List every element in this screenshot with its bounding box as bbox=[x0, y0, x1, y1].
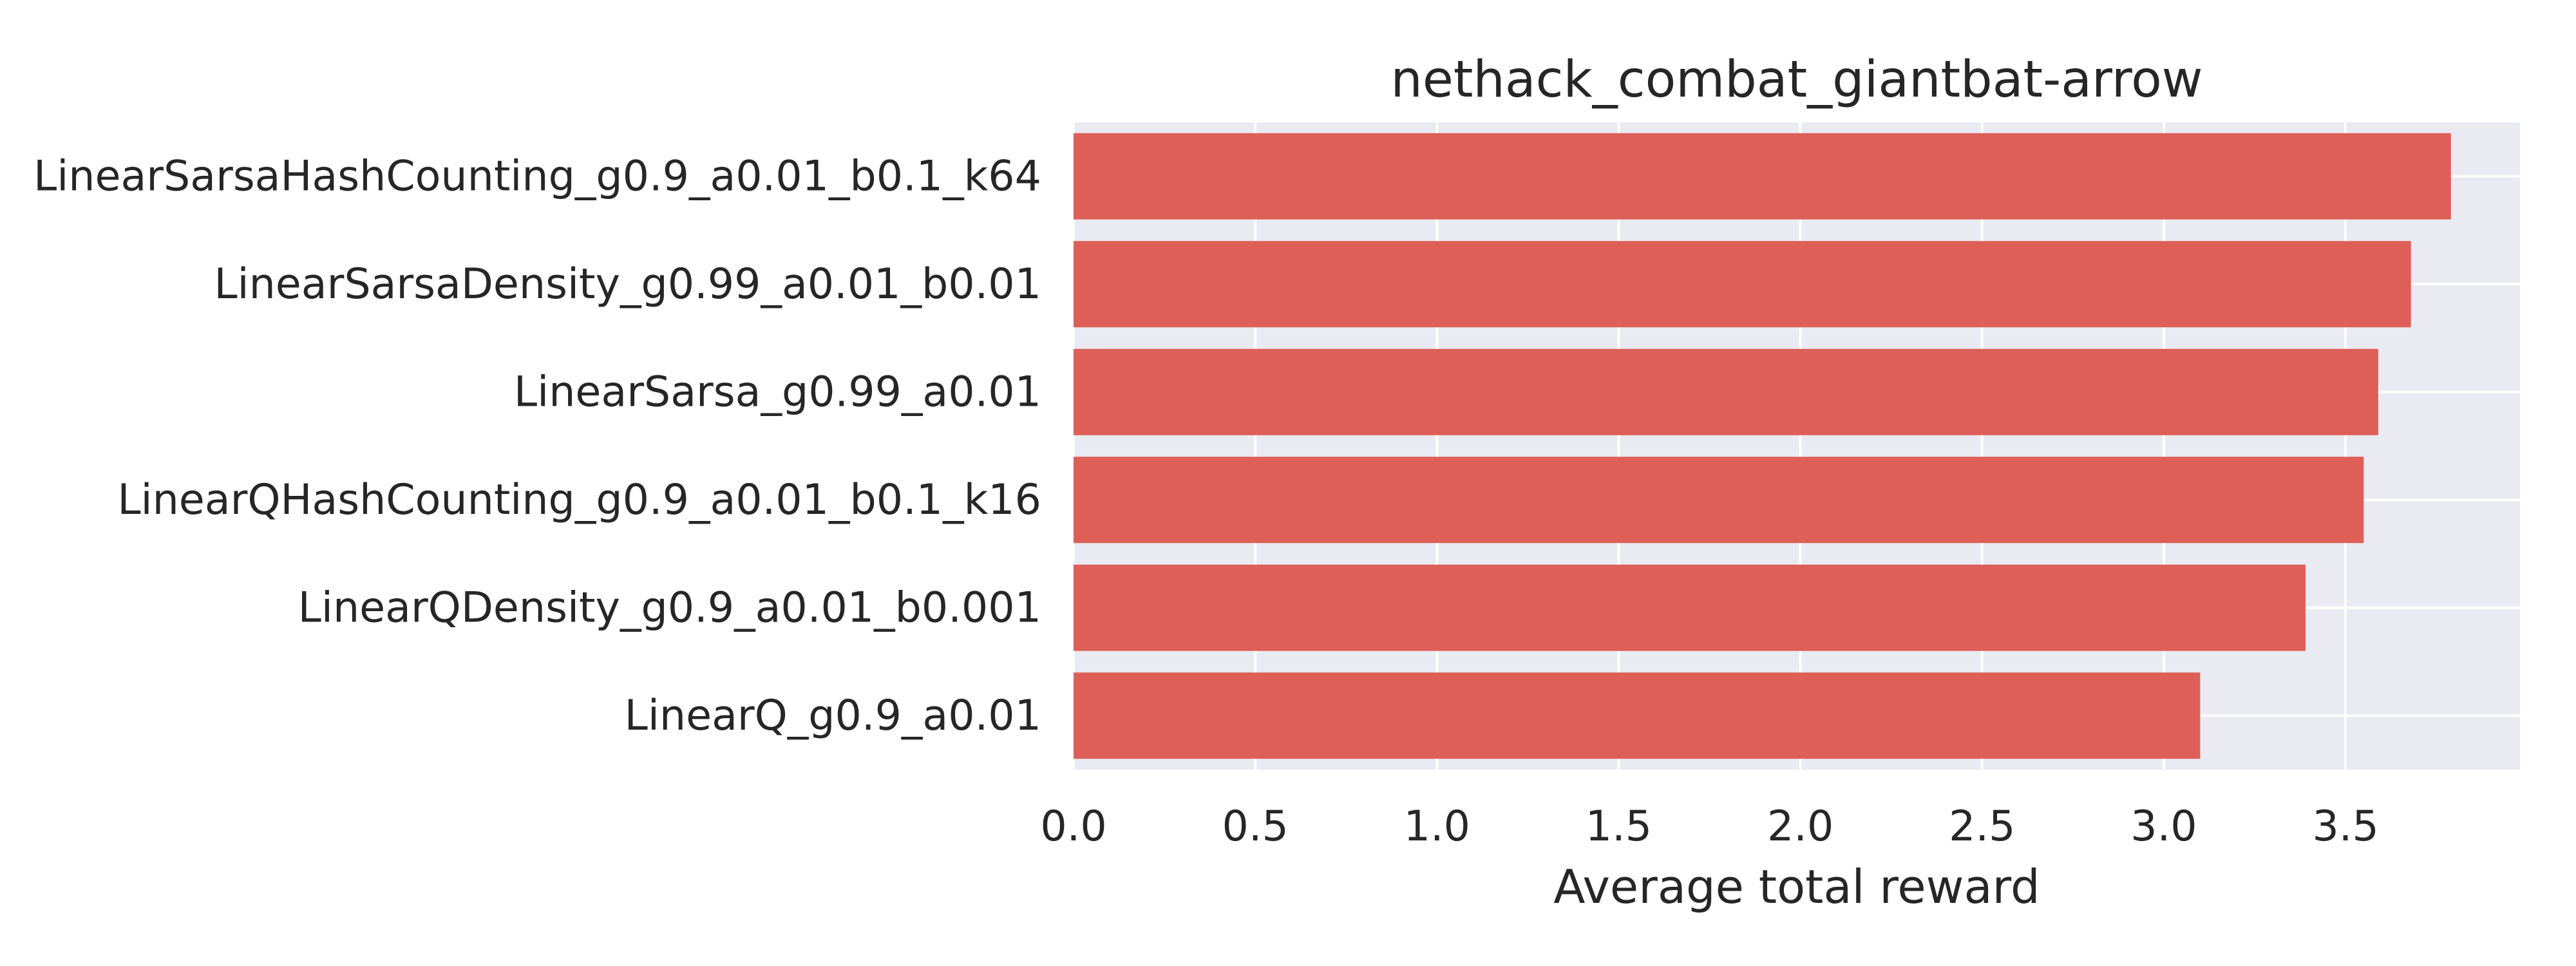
bar bbox=[1074, 564, 2306, 651]
x-tick-label: 1.5 bbox=[1586, 802, 1652, 851]
x-tick-label: 2.0 bbox=[1767, 802, 1833, 851]
bar bbox=[1074, 672, 2201, 759]
y-tick-label: LinearSarsaDensity_g0.99_a0.01_b0.01 bbox=[214, 260, 1041, 308]
y-tick-label: LinearQHashCounting_g0.9_a0.01_b0.1_k16 bbox=[117, 476, 1041, 524]
y-tick-label: LinearQDensity_g0.9_a0.01_b0.001 bbox=[298, 583, 1041, 632]
bars bbox=[1074, 133, 2451, 759]
x-axis-label: Average total reward bbox=[1553, 860, 2040, 914]
y-tick-label: LinearSarsa_g0.99_a0.01 bbox=[514, 368, 1041, 416]
x-tick-label: 0.5 bbox=[1222, 802, 1288, 851]
y-tick-label: LinearSarsaHashCounting_g0.9_a0.01_b0.1_… bbox=[33, 152, 1041, 200]
x-tick-labels: 0.0 0.5 1.0 1.5 2.0 2.5 3.0 3.5 bbox=[1040, 802, 2379, 851]
x-tick-label: 2.5 bbox=[1949, 802, 2015, 851]
bar bbox=[1074, 348, 2378, 435]
bar bbox=[1074, 241, 2411, 328]
bar bbox=[1074, 457, 2364, 544]
x-tick-label: 3.0 bbox=[2130, 802, 2197, 851]
chart-title: nethack_combat_giantbat-arrow bbox=[1390, 51, 2202, 109]
y-tick-label: LinearQ_g0.9_a0.01 bbox=[625, 692, 1041, 740]
bar bbox=[1074, 133, 2451, 220]
y-tick-labels: LinearSarsaHashCounting_g0.9_a0.01_b0.1_… bbox=[33, 152, 1041, 740]
x-tick-label: 0.0 bbox=[1040, 802, 1106, 851]
x-tick-label: 3.5 bbox=[2312, 802, 2378, 851]
x-tick-label: 1.0 bbox=[1404, 802, 1470, 851]
plot-area bbox=[1074, 122, 2520, 770]
